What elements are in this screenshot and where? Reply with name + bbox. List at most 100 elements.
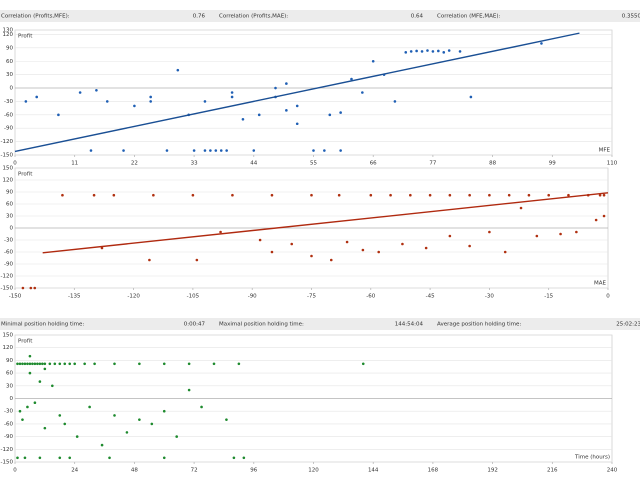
- y-tick-label: -60: [4, 250, 13, 256]
- point: [175, 435, 178, 438]
- point: [219, 149, 223, 152]
- point: [594, 218, 598, 222]
- point: [371, 59, 375, 63]
- point: [43, 426, 47, 430]
- y-tick-label: 120: [3, 345, 14, 351]
- point: [24, 100, 28, 103]
- point: [21, 418, 24, 421]
- point: [225, 418, 228, 421]
- x-tick-label: -60: [366, 294, 375, 300]
- y-tick-label: -60: [4, 112, 13, 118]
- point: [503, 250, 507, 254]
- point: [377, 250, 381, 254]
- y-tick-label: -30: [4, 99, 13, 105]
- x-tick-label: 44: [250, 161, 257, 167]
- point: [26, 362, 29, 366]
- x-tick-label: 24: [71, 468, 78, 474]
- point: [195, 258, 199, 262]
- point: [149, 95, 152, 99]
- point: [53, 362, 57, 366]
- point: [38, 362, 42, 366]
- point: [507, 193, 511, 197]
- point: [35, 95, 39, 99]
- point: [389, 193, 392, 197]
- x-tick-label: 48: [131, 468, 138, 474]
- point: [68, 362, 72, 366]
- point: [152, 193, 155, 197]
- y-tick-label: 90: [6, 358, 13, 364]
- x-tick-label: 77: [429, 161, 436, 167]
- x-axis-label: MFE: [599, 148, 611, 154]
- point: [61, 193, 64, 197]
- x-tick-label: 33: [191, 161, 198, 167]
- point: [232, 456, 236, 460]
- point: [329, 258, 333, 262]
- point: [219, 230, 222, 234]
- x-tick-label: 0: [13, 161, 17, 167]
- point: [290, 242, 294, 246]
- point: [468, 244, 471, 248]
- stat-value: 25:02:23: [616, 322, 640, 328]
- point: [369, 193, 373, 197]
- point: [162, 456, 166, 460]
- x-tick-label: 72: [191, 468, 198, 474]
- point: [468, 193, 471, 197]
- point: [404, 51, 408, 54]
- point: [133, 104, 136, 108]
- x-tick-label: 88: [489, 161, 496, 167]
- point: [230, 95, 234, 99]
- point: [88, 405, 91, 409]
- point: [63, 362, 67, 366]
- x-tick-label: 240: [607, 468, 618, 474]
- stat-value: 0.3550: [622, 14, 640, 20]
- point: [176, 68, 180, 72]
- point: [575, 230, 578, 234]
- point: [43, 367, 47, 371]
- point: [23, 456, 27, 460]
- point: [431, 50, 435, 53]
- point: [148, 258, 151, 262]
- point: [92, 193, 96, 197]
- point: [393, 100, 397, 103]
- y-tick-label: -150: [1, 153, 14, 159]
- point: [547, 193, 550, 197]
- point: [43, 362, 47, 366]
- x-tick-label: 96: [250, 468, 257, 474]
- point: [73, 362, 76, 366]
- header-bar: [0, 10, 640, 22]
- y-axis-label: Profit: [18, 339, 33, 345]
- y-tick-label: 90: [6, 190, 13, 196]
- point: [295, 104, 299, 108]
- point: [125, 431, 129, 434]
- point: [33, 362, 37, 366]
- stat-label: Correlation (MFE,MAE):: [437, 14, 500, 20]
- point: [191, 193, 195, 197]
- y-tick-label: 150: [3, 333, 14, 339]
- x-tick-label: -90: [248, 294, 257, 300]
- point: [165, 149, 169, 152]
- point: [187, 362, 191, 366]
- y-tick-label: 90: [6, 45, 13, 51]
- point: [63, 422, 67, 426]
- point: [448, 234, 452, 238]
- point: [458, 50, 462, 53]
- point: [519, 206, 523, 210]
- point: [285, 82, 288, 85]
- point: [339, 149, 342, 152]
- point: [214, 149, 218, 152]
- point: [437, 49, 440, 53]
- trend-line: [14, 32, 580, 153]
- point: [312, 149, 315, 152]
- point: [33, 286, 37, 290]
- point: [350, 77, 353, 81]
- y-tick-label: -90: [4, 126, 13, 132]
- point: [162, 409, 166, 413]
- y-tick-label: 120: [3, 32, 14, 38]
- x-tick-label: 55: [310, 161, 317, 167]
- y-tick-label: 0: [10, 396, 14, 402]
- stat-label: Maximal position holding time:: [219, 322, 304, 328]
- y-tick-label: 30: [6, 383, 13, 389]
- y-tick-label: 0: [10, 86, 14, 92]
